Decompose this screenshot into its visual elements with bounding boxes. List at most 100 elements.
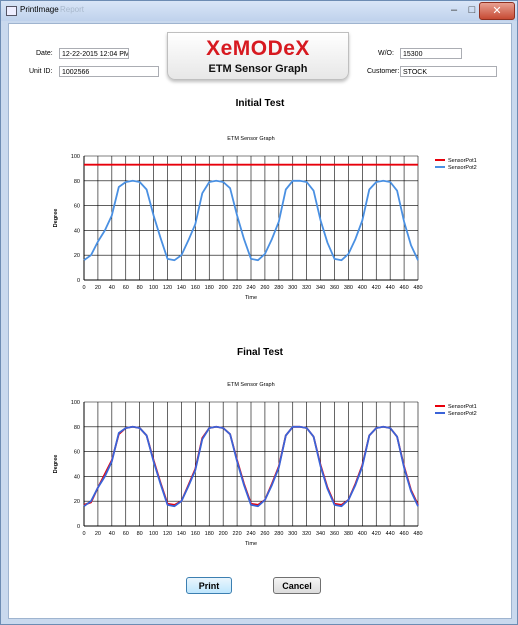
brand-logo: XeMODeX: [206, 37, 310, 60]
x-tick-label: 140: [177, 531, 186, 537]
x-tick-label: 460: [399, 531, 408, 537]
date-field[interactable]: 12-22-2015 12:04 PM: [59, 48, 129, 59]
x-tick-label: 0: [82, 531, 85, 537]
x-tick-label: 380: [344, 531, 353, 537]
x-tick-label: 140: [177, 285, 186, 291]
x-tick-label: 220: [232, 285, 241, 291]
x-tick-label: 480: [413, 531, 422, 537]
logo-subtitle: ETM Sensor Graph: [208, 63, 308, 75]
x-tick-label: 480: [413, 285, 422, 291]
customer-field[interactable]: STOCK: [400, 66, 497, 77]
app-icon: [6, 6, 17, 16]
x-tick-label: 440: [386, 531, 395, 537]
x-tick-label: 300: [288, 531, 297, 537]
unit-id-label: Unit ID:: [29, 68, 53, 75]
y-tick-label: 0: [77, 278, 80, 284]
x-tick-label: 240: [246, 531, 255, 537]
x-tick-label: 80: [137, 531, 143, 537]
report-panel: Date: 12-22-2015 12:04 PM Unit ID: 10025…: [8, 23, 512, 619]
x-tick-label: 60: [123, 531, 129, 537]
legend-label: SensorPot2: [448, 165, 477, 171]
x-tick-label: 440: [386, 285, 395, 291]
y-tick-label: 0: [77, 524, 80, 530]
x-tick-label: 420: [372, 285, 381, 291]
print-button[interactable]: Print: [186, 577, 232, 594]
initial-test-chart: ETM Sensor Graph 0 20 40 60 80 100 120 140 160 180…: [53, 136, 477, 301]
y-tick-label: 100: [71, 154, 80, 160]
y-tick-label: 20: [74, 499, 80, 505]
x-tick-label: 220: [232, 531, 241, 537]
unit-id-field[interactable]: 1002566: [59, 66, 159, 77]
x-tick-label: 40: [109, 531, 115, 537]
x-tick-label: 260: [260, 285, 269, 291]
x-tick-label: 120: [163, 285, 172, 291]
window-title: PrintImage: [20, 5, 59, 14]
x-tick-label: 200: [219, 531, 228, 537]
x-tick-label: 400: [358, 285, 367, 291]
x-tick-label: 460: [399, 285, 408, 291]
x-axis-label: Time: [245, 541, 257, 547]
wo-field[interactable]: 15300: [400, 48, 462, 59]
chart-title: ETM Sensor Graph: [227, 382, 274, 388]
x-tick-label: 280: [274, 285, 283, 291]
series-line-sensorpot2: [83, 425, 419, 508]
date-label: Date:: [36, 50, 53, 57]
x-tick-label: 280: [274, 531, 283, 537]
x-tick-label: 0: [82, 285, 85, 291]
chart-title: ETM Sensor Graph: [227, 136, 274, 142]
legend-label: SensorPot1: [448, 404, 477, 410]
x-tick-label: 180: [205, 285, 214, 291]
window-title-ghost: Report: [60, 5, 85, 14]
x-tick-label: 400: [358, 531, 367, 537]
x-tick-label: 160: [191, 531, 200, 537]
final-test-heading: Final Test: [237, 347, 283, 358]
x-tick-label: 300: [288, 285, 297, 291]
y-tick-label: 60: [74, 204, 80, 210]
legend-label: SensorPot1: [448, 158, 477, 164]
y-axis-label: Degree: [53, 209, 59, 228]
x-tick-label: 320: [302, 285, 311, 291]
x-tick-label: 380: [344, 285, 353, 291]
legend-label: SensorPot2: [448, 411, 477, 417]
x-tick-label: 120: [163, 531, 172, 537]
series-line-sensorpot2: [83, 179, 419, 262]
x-tick-label: 260: [260, 531, 269, 537]
maximize-icon[interactable]: □: [468, 4, 476, 16]
y-tick-label: 100: [71, 400, 80, 406]
x-tick-label: 40: [109, 285, 115, 291]
y-tick-label: 40: [74, 474, 80, 480]
x-tick-label: 200: [219, 285, 228, 291]
x-tick-label: 340: [316, 531, 325, 537]
x-tick-label: 340: [316, 285, 325, 291]
x-tick-label: 20: [95, 531, 101, 537]
minimize-icon[interactable]: –: [450, 4, 458, 16]
wo-label: W/O:: [378, 50, 394, 57]
x-tick-label: 80: [137, 285, 143, 291]
x-tick-label: 160: [191, 285, 200, 291]
x-tick-label: 360: [330, 531, 339, 537]
x-tick-label: 320: [302, 531, 311, 537]
initial-test-heading: Initial Test: [235, 98, 285, 109]
logo-panel: XeMODeX ETM Sensor Graph: [167, 32, 349, 80]
customer-label: Customer:: [367, 68, 400, 75]
x-tick-label: 360: [330, 285, 339, 291]
cancel-button[interactable]: Cancel: [273, 577, 321, 594]
y-tick-label: 80: [74, 425, 80, 431]
x-axis-label: Time: [245, 295, 257, 301]
close-button[interactable]: ✕: [479, 2, 515, 20]
x-tick-label: 60: [123, 285, 129, 291]
x-tick-label: 20: [95, 285, 101, 291]
y-tick-label: 40: [74, 228, 80, 234]
x-tick-label: 420: [372, 531, 381, 537]
y-tick-label: 60: [74, 450, 80, 456]
title-bar[interactable]: PrintImage Report – □ ✕: [1, 1, 517, 21]
y-tick-label: 80: [74, 179, 80, 185]
x-tick-label: 100: [149, 285, 158, 291]
x-tick-label: 240: [246, 285, 255, 291]
x-tick-label: 100: [149, 531, 158, 537]
final-test-chart: ETM Sensor Graph 0 20 40 60 80 100 120 140 160 180…: [53, 382, 477, 547]
x-tick-label: 180: [205, 531, 214, 537]
y-tick-label: 20: [74, 253, 80, 259]
y-axis-label: Degree: [53, 455, 59, 474]
